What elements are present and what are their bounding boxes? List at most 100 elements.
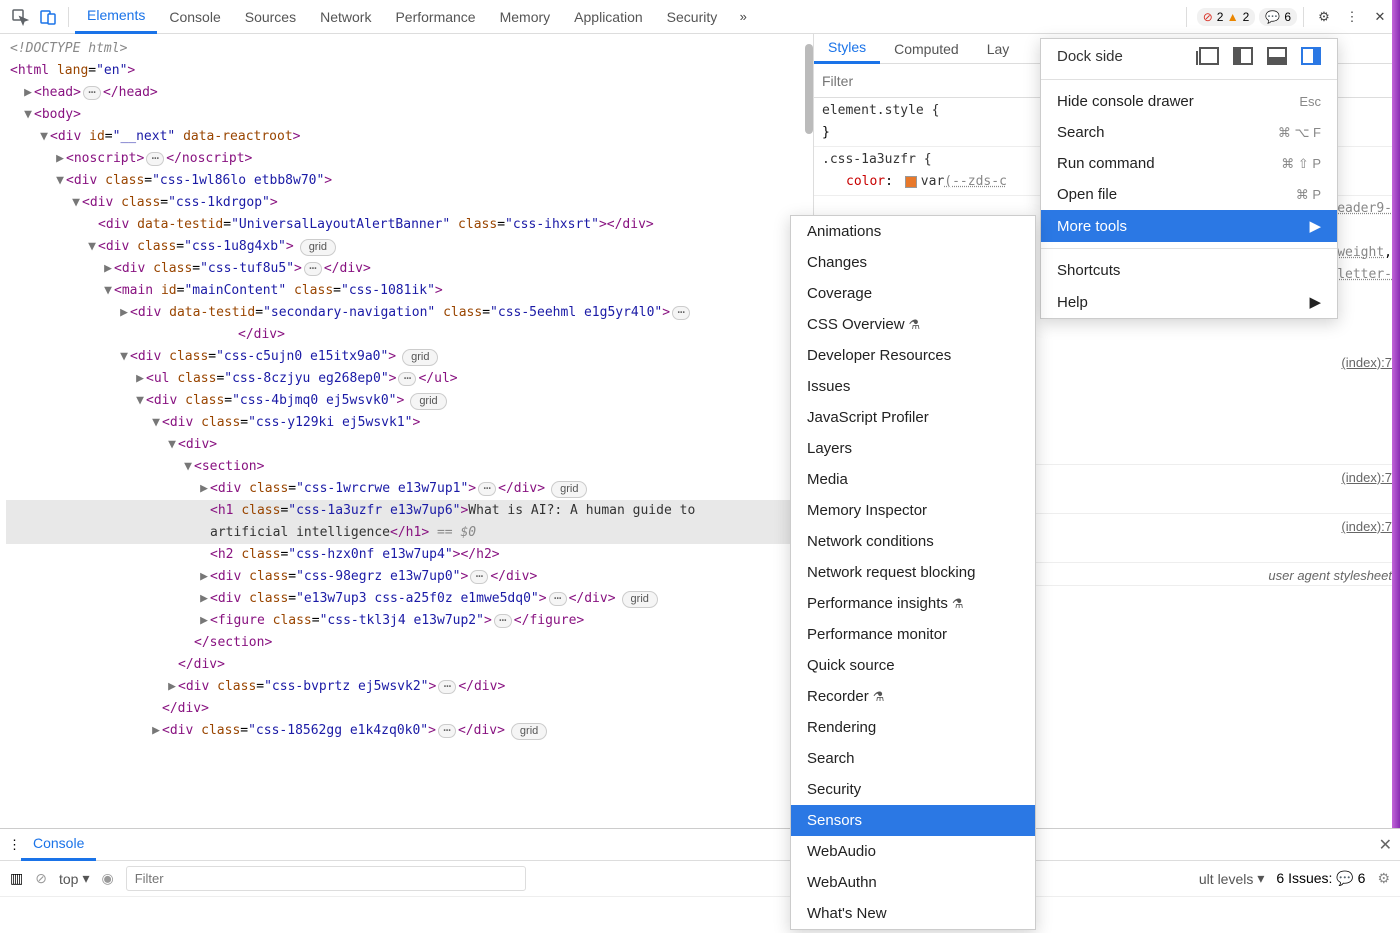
dom-line[interactable]: </div> [6, 698, 813, 720]
dom-line[interactable]: ▼<div class="css-1u8g4xb">grid [6, 236, 813, 258]
dom-line[interactable]: ▶<div class="css-tuf8u5">⋯</div> [6, 258, 813, 280]
issues-link[interactable]: 6 Issues: 💬 6 [1276, 870, 1365, 887]
device-toggle-icon[interactable] [34, 3, 62, 31]
submenu-item[interactable]: Recorder⚗ [791, 681, 1035, 712]
tab-elements[interactable]: Elements [75, 0, 157, 34]
dom-line[interactable]: ▼<div class="css-1wl86lo etbb8w70"> [6, 170, 813, 192]
submenu-item[interactable]: Layers [791, 433, 1035, 464]
submenu-item[interactable]: Coverage [791, 278, 1035, 309]
dom-line[interactable]: ▶<ul class="css-8czjyu eg268ep0">⋯</ul> [6, 368, 813, 390]
menu-hide-console[interactable]: Hide console drawerEsc [1041, 86, 1337, 117]
submenu-item[interactable]: Rendering [791, 712, 1035, 743]
submenu-item[interactable]: Security [791, 774, 1035, 805]
css-source-link[interactable]: (index):7 [1341, 467, 1392, 489]
console-sidebar-icon[interactable]: ▥ [10, 870, 23, 887]
styles-tab-computed[interactable]: Computed [880, 34, 973, 64]
dock-undock-icon[interactable] [1199, 47, 1219, 65]
tab-performance[interactable]: Performance [383, 0, 487, 34]
css-source-link[interactable]: (index):7 [1341, 516, 1392, 538]
tabs-overflow-icon[interactable]: » [729, 3, 757, 31]
submenu-item[interactable]: Issues [791, 371, 1035, 402]
submenu-item[interactable]: CSS Overview⚗ [791, 309, 1035, 340]
dom-doctype[interactable]: <!DOCTYPE html> [6, 38, 813, 60]
dom-line[interactable]: ▼<div class="css-c5ujn0 e15itx9a0">grid [6, 346, 813, 368]
color-swatch[interactable] [905, 176, 917, 188]
tab-application[interactable]: Application [562, 0, 655, 34]
dom-line[interactable]: ▶<div class="e13w7up3 css-a25f0z e1mwe5d… [6, 588, 813, 610]
dom-selected-node[interactable]: <h1 class="css-1a3uzfr e13w7up6">What is… [6, 500, 813, 522]
dom-line[interactable]: ▶<noscript>⋯</noscript> [6, 148, 813, 170]
dom-line[interactable]: ▼<div id="__next" data-reactroot> [6, 126, 813, 148]
drawer-kebab-icon[interactable]: ⋮ [8, 837, 21, 853]
dock-right-icon[interactable] [1301, 47, 1321, 65]
close-devtools-icon[interactable]: ✕ [1366, 3, 1394, 31]
submenu-item[interactable]: Search [791, 743, 1035, 774]
submenu-item[interactable]: Performance monitor [791, 619, 1035, 650]
clear-console-icon[interactable]: ⊘ [35, 870, 47, 887]
submenu-item[interactable]: WebAudio [791, 836, 1035, 867]
tab-security[interactable]: Security [655, 0, 730, 34]
dom-line[interactable]: ▼<body> [6, 104, 813, 126]
styles-tab-layout[interactable]: Lay [973, 34, 1024, 64]
dom-line[interactable]: ▶<div class="css-18562gg e1k4zq0k0">⋯</d… [6, 720, 813, 742]
menu-help[interactable]: Help▶ [1041, 286, 1337, 318]
scrollbar-thumb[interactable] [805, 44, 813, 134]
dom-line[interactable]: ▼<div class="css-4bjmq0 ej5wsvk0">grid [6, 390, 813, 412]
settings-icon[interactable]: ⚙ [1310, 3, 1338, 31]
dom-line[interactable]: ▼<section> [6, 456, 813, 478]
dom-line[interactable]: ▶<figure class="css-tkl3j4 e13w7up2">⋯</… [6, 610, 813, 632]
dom-tree[interactable]: <!DOCTYPE html> <html lang="en"> ▶<head>… [0, 34, 813, 903]
dom-line[interactable]: ▶<div class="css-98egrz e13w7up0">⋯</div… [6, 566, 813, 588]
submenu-item[interactable]: Changes [791, 247, 1035, 278]
dom-line[interactable]: ▶<div class="css-bvprtz ej5wsvk2">⋯</div… [6, 676, 813, 698]
submenu-item[interactable]: Developer Resources [791, 340, 1035, 371]
context-dropdown[interactable]: top ▾ [59, 870, 90, 887]
menu-more-tools[interactable]: More tools▶ [1041, 210, 1337, 242]
dom-selected-node[interactable]: artificial intelligence</h1> == $0 [6, 522, 813, 544]
submenu-item[interactable]: Animations [791, 216, 1035, 247]
dom-line[interactable]: </section> [6, 632, 813, 654]
tab-sources[interactable]: Sources [233, 0, 308, 34]
submenu-item[interactable]: Quick source [791, 650, 1035, 681]
submenu-item[interactable]: Sensors [791, 805, 1035, 836]
dom-line[interactable]: ▼<main id="mainContent" class="css-1081i… [6, 280, 813, 302]
submenu-item[interactable]: What's New [791, 898, 1035, 929]
tab-memory[interactable]: Memory [488, 0, 563, 34]
submenu-item[interactable]: JavaScript Profiler [791, 402, 1035, 433]
menu-open-file[interactable]: Open file⌘ P [1041, 179, 1337, 210]
drawer-tab-console[interactable]: Console [21, 829, 96, 861]
menu-shortcuts[interactable]: Shortcuts [1041, 255, 1337, 286]
kebab-icon[interactable]: ⋮ [1338, 3, 1366, 31]
dom-line[interactable]: ▶<div class="css-1wrcrwe e13w7up1">⋯</di… [6, 478, 813, 500]
dock-bottom-icon[interactable] [1267, 47, 1287, 65]
dom-line[interactable]: ▼<div class="css-1kdrgop"> [6, 192, 813, 214]
tab-network[interactable]: Network [308, 0, 383, 34]
messages-badge[interactable]: 💬6 [1259, 8, 1297, 26]
dom-line[interactable]: ▼<div class="css-y129ki ej5wsvk1"> [6, 412, 813, 434]
dom-line[interactable]: <html lang="en"> [6, 60, 813, 82]
submenu-item[interactable]: WebAuthn [791, 867, 1035, 898]
dom-line[interactable]: ▼<div> [6, 434, 813, 456]
close-drawer-icon[interactable]: ✕ [1379, 835, 1392, 855]
menu-run-command[interactable]: Run command⌘ ⇧ P [1041, 148, 1337, 179]
levels-dropdown[interactable]: ult levels ▾ [1199, 870, 1265, 887]
dock-left-icon[interactable] [1233, 47, 1253, 65]
dom-line[interactable]: <div data-testid="UniversalLayoutAlertBa… [6, 214, 813, 236]
css-source-link[interactable]: (index):7 [1341, 352, 1392, 374]
inspect-icon[interactable] [6, 3, 34, 31]
submenu-item[interactable]: Network conditions [791, 526, 1035, 557]
console-filter-input[interactable] [126, 866, 526, 891]
submenu-item[interactable]: Media [791, 464, 1035, 495]
submenu-item[interactable]: Network request blocking [791, 557, 1035, 588]
error-badge[interactable]: ⊘2 ▲2 [1197, 8, 1256, 26]
submenu-item[interactable]: Memory Inspector [791, 495, 1035, 526]
console-settings-icon[interactable]: ⚙ [1377, 870, 1390, 887]
dom-line[interactable]: <h2 class="css-hzx0nf e13w7up4"></h2> [6, 544, 813, 566]
styles-tab-styles[interactable]: Styles [814, 34, 880, 64]
submenu-item[interactable]: Performance insights⚗ [791, 588, 1035, 619]
tab-console[interactable]: Console [157, 0, 232, 34]
dom-line[interactable]: ▶<div data-testid="secondary-navigation"… [6, 302, 813, 346]
eye-icon[interactable]: ◉ [101, 870, 113, 887]
dom-line[interactable]: ▶<head>⋯</head> [6, 82, 813, 104]
dom-line[interactable]: </div> [6, 654, 813, 676]
